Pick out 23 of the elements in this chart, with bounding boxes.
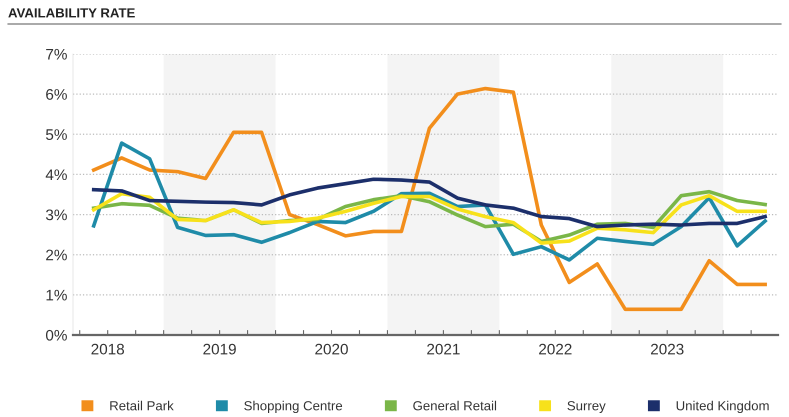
x-tick-label: 2020 [315,344,348,355]
x-tick-label: 2023 [650,344,684,355]
y-tick-label: 2% [46,250,67,260]
line-series [92,86,767,312]
y-tick-label: 3% [46,209,67,220]
x-tick-label: 2019 [203,344,236,355]
line-series [92,141,767,262]
x-tick-label: 2018 [91,344,124,355]
y-tick-label: 5% [46,129,67,140]
y-tick-label: 4% [46,169,67,180]
y-tick-label: 0% [46,330,67,341]
legend-label: United Kingdom [676,400,769,414]
legend-label: Retail Park [110,400,174,410]
legend-label: Shopping Centre [244,400,342,414]
x-tick-label: 2021 [427,344,460,355]
y-tick-label: 6% [46,89,67,100]
line-series [92,177,767,228]
legend-label: Surrey [567,401,606,414]
x-tick-label: 2022 [539,344,572,355]
y-tick-label: 1% [46,290,67,300]
y-tick-label: 7% [46,48,67,60]
chart-title: AVAILABILITY RATE [8,8,135,18]
legend-label: General Retail [413,400,496,410]
